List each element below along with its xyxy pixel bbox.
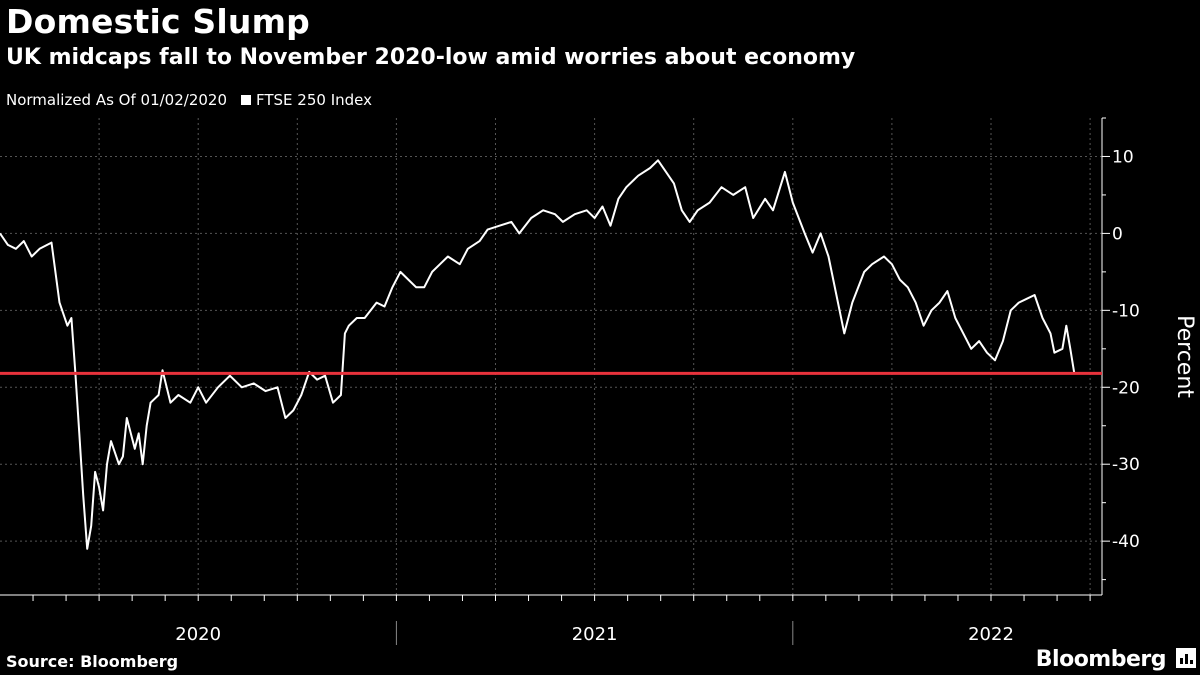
x-year-label: 2020 — [175, 624, 221, 645]
source-note: Source: Bloomberg — [6, 652, 179, 671]
y-tick-label: -30 — [1112, 455, 1140, 475]
legend: Normalized As Of 01/02/2020 FTSE 250 Ind… — [6, 91, 372, 109]
brand-logo: Bloomberg — [1035, 647, 1167, 672]
x-year-label: 2021 — [572, 624, 618, 645]
series-line-ftse-250 — [0, 159, 1076, 550]
y-tick-label: -20 — [1112, 378, 1140, 398]
chart-title: Domestic Slump — [6, 2, 310, 41]
normalization-note: Normalized As Of 01/02/2020 — [6, 91, 227, 109]
legend-series-label: FTSE 250 Index — [256, 91, 372, 109]
y-tick-label: -40 — [1112, 532, 1140, 552]
y-tick-label: -10 — [1112, 301, 1140, 321]
legend-swatch — [241, 95, 251, 105]
y-axis-label: Percent — [1172, 315, 1197, 398]
y-tick-label: 10 — [1112, 147, 1134, 167]
x-year-label: 2022 — [968, 624, 1014, 645]
chart-subtitle: UK midcaps fall to November 2020-low ami… — [6, 45, 856, 70]
bloomberg-chart-icon — [1176, 648, 1196, 668]
y-tick-label: 0 — [1112, 224, 1123, 244]
